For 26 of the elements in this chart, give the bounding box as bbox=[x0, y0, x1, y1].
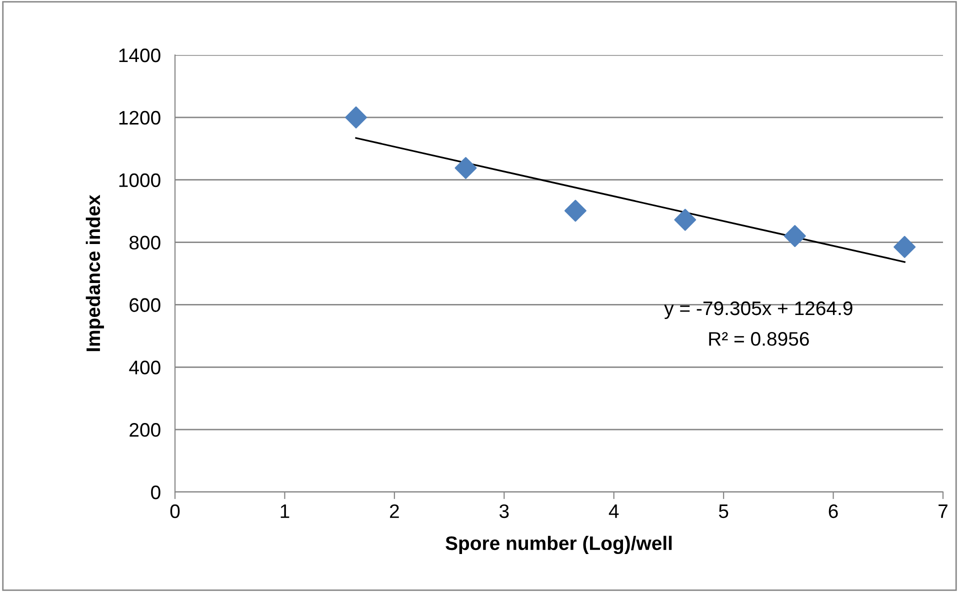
point bbox=[345, 106, 368, 128]
y-tick-label: 1200 bbox=[119, 110, 160, 125]
x-tick-label: 7 bbox=[938, 504, 948, 518]
x-tick-label: 3 bbox=[499, 504, 509, 518]
y-tick-label: 1000 bbox=[119, 173, 160, 188]
x-tick-label: 5 bbox=[718, 504, 728, 518]
point bbox=[454, 157, 477, 179]
x-tick-label: 6 bbox=[828, 504, 838, 518]
y-axis-title: Impedance index bbox=[86, 194, 104, 352]
y-tick-label: 200 bbox=[130, 423, 160, 437]
y-tick-label: 1400 bbox=[119, 48, 160, 62]
x-axis-title: Spore number (Log)/well bbox=[446, 536, 672, 554]
annotation: R² = 0.8956 bbox=[709, 332, 809, 346]
y-tick-label: 800 bbox=[130, 236, 160, 250]
y-tick-label: 600 bbox=[130, 298, 160, 312]
point bbox=[784, 225, 806, 248]
point bbox=[674, 208, 696, 231]
x-tick-label: 0 bbox=[170, 504, 180, 518]
annotation: y = -79.305x + 1264.9 bbox=[664, 301, 852, 320]
x-tick-label: 1 bbox=[280, 504, 290, 518]
point bbox=[894, 236, 916, 258]
y-tick-label: 400 bbox=[129, 360, 160, 374]
x-tick-label: 4 bbox=[608, 504, 619, 518]
y-tick-label: 0 bbox=[151, 485, 160, 500]
x-tick-label: 2 bbox=[390, 504, 399, 518]
point bbox=[564, 200, 586, 222]
